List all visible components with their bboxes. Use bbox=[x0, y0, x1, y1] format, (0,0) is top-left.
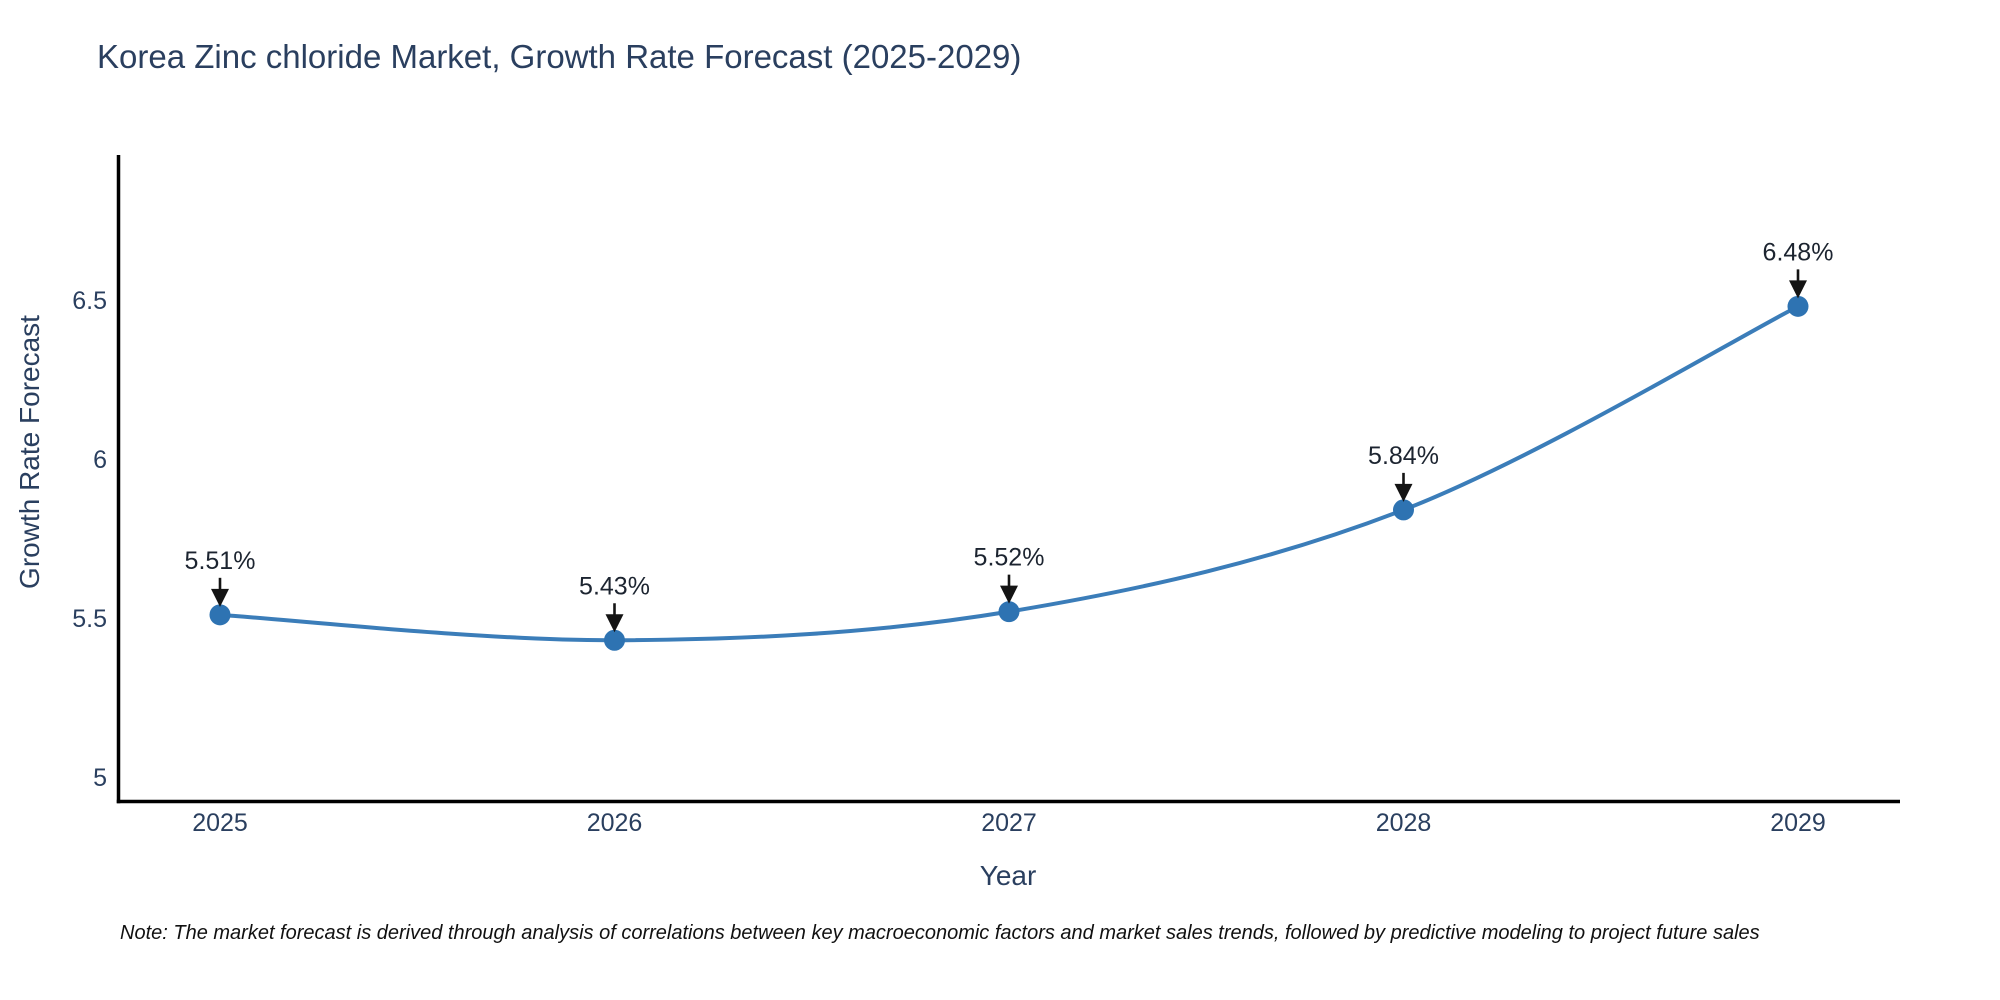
annotation-label: 5.52% bbox=[974, 544, 1045, 572]
data-point-marker bbox=[1393, 499, 1414, 521]
x-tick-label: 2028 bbox=[1376, 809, 1432, 837]
y-tick-label: 5.5 bbox=[72, 605, 107, 633]
data-point-marker bbox=[1787, 295, 1809, 317]
y-tick-label: 6 bbox=[93, 446, 107, 474]
annotation-arrowhead bbox=[1789, 280, 1807, 299]
data-point-marker bbox=[209, 604, 231, 626]
data-point-marker bbox=[998, 601, 1020, 623]
x-tick-label: 2029 bbox=[1770, 809, 1826, 837]
y-tick-label: 5 bbox=[93, 764, 107, 792]
annotation-arrowhead bbox=[1000, 585, 1018, 604]
annotation-label: 5.84% bbox=[1368, 442, 1439, 470]
annotation-arrowhead bbox=[1394, 483, 1413, 502]
x-tick-label: 2026 bbox=[587, 809, 643, 837]
y-tick-label: 6.5 bbox=[72, 287, 107, 315]
annotation-arrowhead bbox=[211, 588, 229, 607]
x-axis-title: Year bbox=[979, 860, 1037, 891]
annotation-label: 5.43% bbox=[579, 572, 650, 600]
x-tick-label: 2027 bbox=[981, 809, 1037, 837]
chart-title: Korea Zinc chloride Market, Growth Rate … bbox=[97, 38, 1022, 75]
data-point-marker bbox=[604, 629, 625, 651]
annotation-label: 5.51% bbox=[185, 547, 256, 575]
footnote: Note: The market forecast is derived thr… bbox=[120, 922, 1760, 944]
x-tick-label: 2025 bbox=[192, 809, 248, 837]
annotation-arrowhead bbox=[605, 614, 624, 633]
annotation-label: 6.48% bbox=[1763, 238, 1834, 266]
